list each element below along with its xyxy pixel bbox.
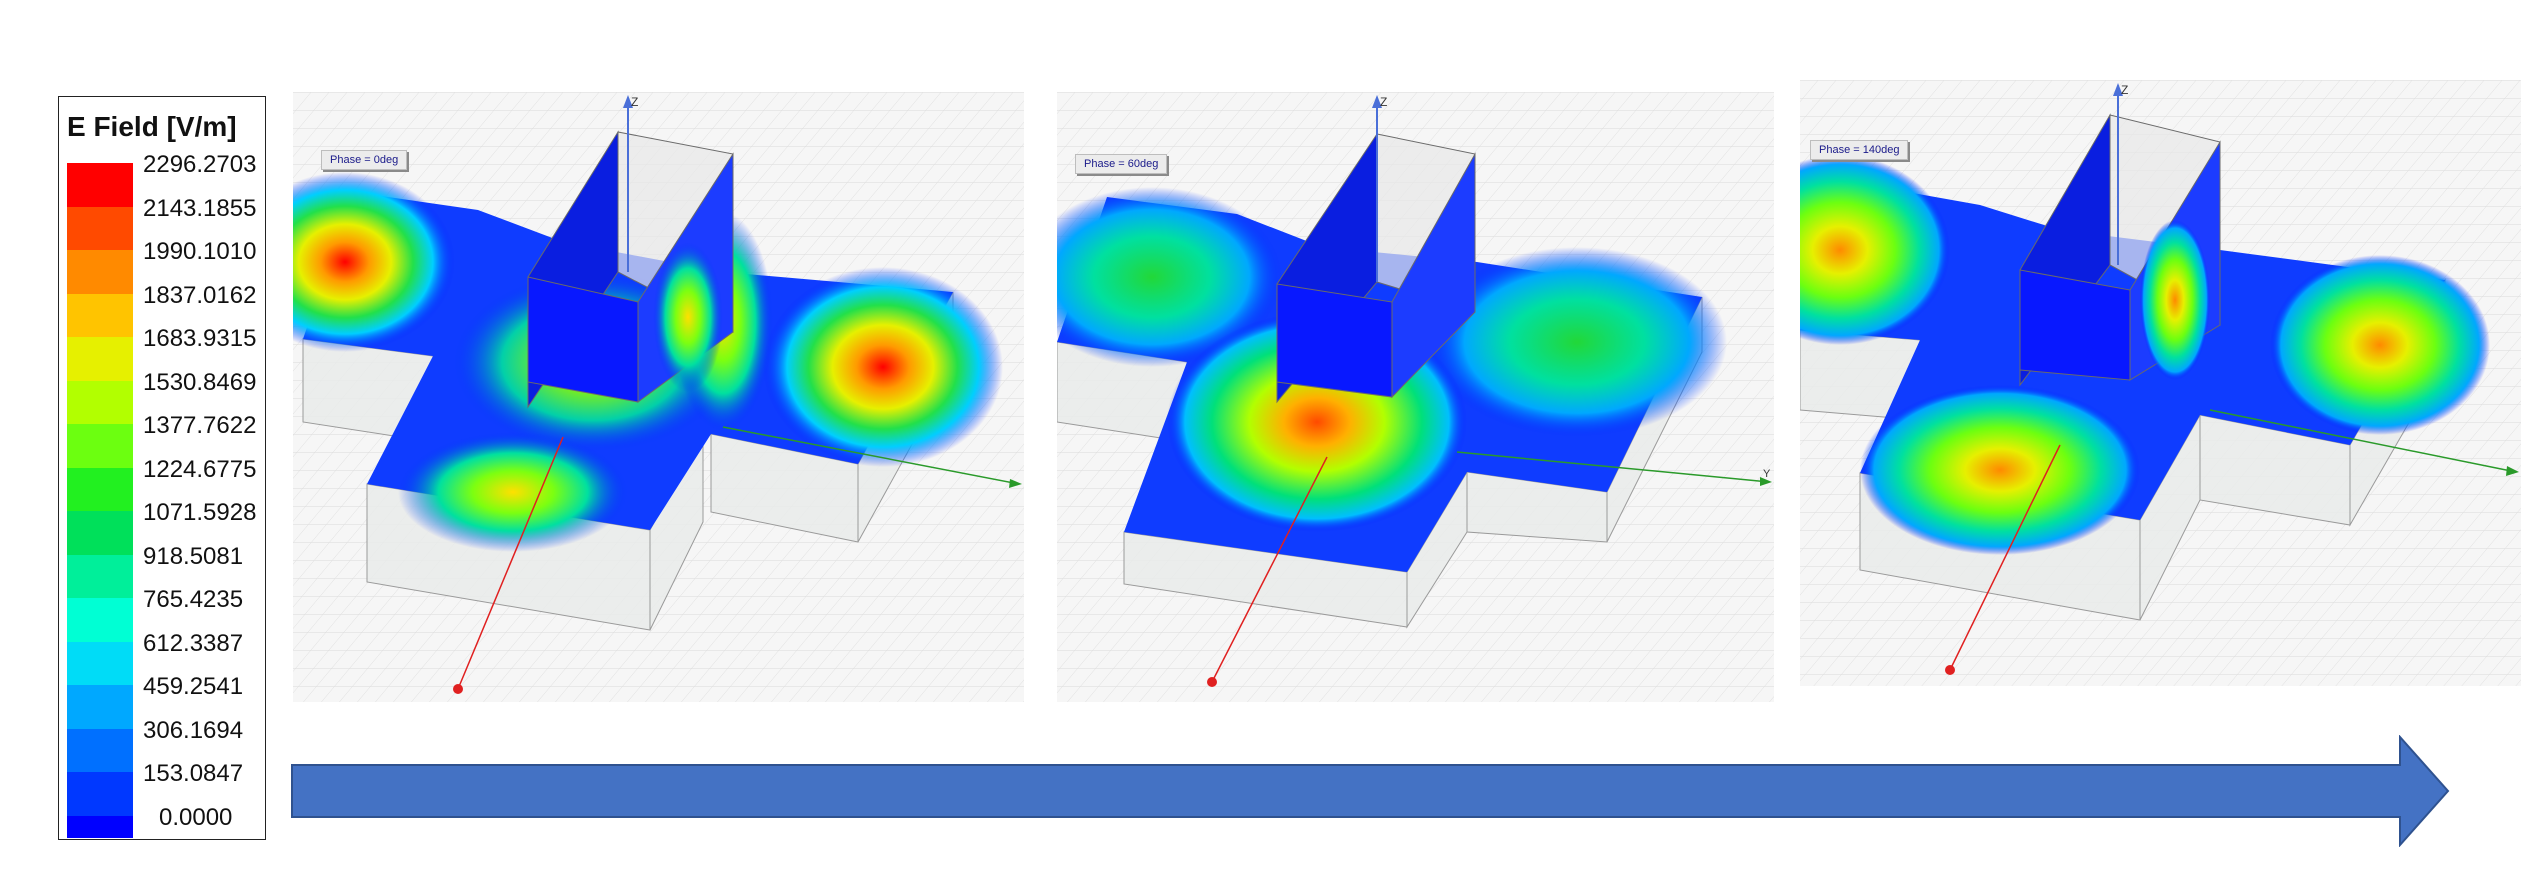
legend-swatch (67, 554, 133, 598)
legend-tick-label: 0.0000 (159, 803, 233, 831)
legend-tick-label: 1530.8469 (143, 368, 257, 396)
legend-swatch (67, 206, 133, 250)
z-axis-label: Z (2121, 83, 2128, 97)
legend-swatch (67, 293, 133, 337)
legend-swatch (67, 772, 133, 816)
legend-tick-label: 1990.1010 (143, 238, 257, 265)
z-axis-label: Z (1380, 95, 1387, 109)
y-axis-label: Y (1763, 468, 1771, 480)
legend-tick-label: 1071.5928 (143, 499, 257, 526)
legend-swatch (67, 685, 133, 729)
legend-tick-label: 1224.6775 (143, 455, 257, 483)
field-panel-phase-60: Z Y Phase = 60deg (1057, 92, 1774, 702)
legend-tick-label: 153.0847 (143, 760, 244, 787)
legend-tick-label: 459.2541 (143, 673, 244, 700)
legend-swatch (67, 511, 133, 555)
legend-title: E Field [V/m] (67, 111, 237, 142)
color-legend: E Field [V/m] 2296.2703 2143.1855 1990.101… (58, 96, 266, 840)
legend-swatch (67, 467, 133, 511)
field-panel-phase-0: Z Phase = 0deg (293, 92, 1024, 702)
legend-swatch (67, 424, 133, 468)
legend-swatch (67, 163, 133, 207)
legend-tick-label: 612.3387 (143, 629, 244, 657)
legend-swatch (67, 337, 133, 381)
legend-swatch (67, 641, 133, 685)
legend-tick-label: 1377.7622 (143, 412, 257, 439)
legend-swatch (67, 250, 133, 294)
z-axis-label: Z (631, 95, 638, 109)
field-plot-140: Z (1800, 80, 2521, 686)
legend-swatch (67, 728, 133, 772)
phase-tag-60: Phase = 60deg (1075, 154, 1168, 174)
legend-tick-label: 765.4235 (143, 586, 244, 613)
legend-swatch (67, 598, 133, 642)
legend-tick-label: 918.5081 (143, 542, 244, 570)
legend-tick-label: 2143.1855 (143, 194, 257, 222)
phase-tag-0: Phase = 0deg (321, 150, 408, 170)
legend-swatch (67, 380, 133, 424)
legend-tick-label: 2296.2703 (143, 151, 257, 178)
legend-tick-label: 306.1694 (143, 716, 244, 744)
phase-progression-arrow (291, 735, 2450, 847)
phase-tag-140: Phase = 140deg (1810, 140, 1909, 160)
legend-tick-label: 1837.0162 (143, 281, 257, 309)
legend-tick-label: 1683.9315 (143, 325, 257, 352)
field-panel-phase-140: Z Phase = 140deg (1800, 80, 2521, 686)
legend-swatch (67, 815, 133, 838)
field-plot-60: Z Y (1057, 92, 1774, 702)
field-plot-0: Z (293, 92, 1024, 702)
